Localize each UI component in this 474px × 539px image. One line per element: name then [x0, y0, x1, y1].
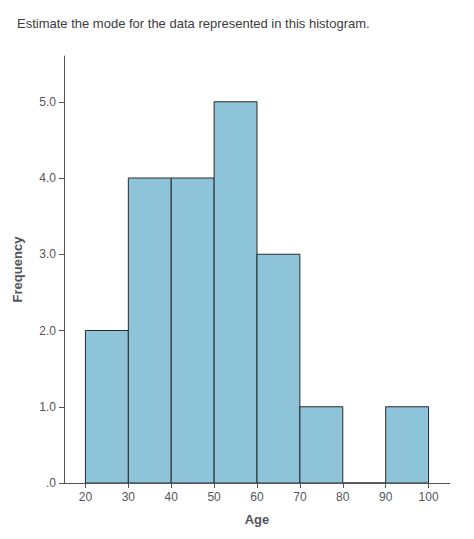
svg-text:30: 30 [122, 490, 136, 504]
svg-text:1.0: 1.0 [39, 400, 56, 414]
svg-text:Age: Age [245, 512, 270, 527]
svg-text:.0: .0 [46, 476, 56, 490]
svg-text:50: 50 [207, 490, 221, 504]
svg-text:60: 60 [250, 490, 264, 504]
svg-text:20: 20 [79, 490, 93, 504]
svg-text:4.0: 4.0 [39, 171, 56, 185]
svg-text:90: 90 [379, 490, 393, 504]
svg-text:80: 80 [336, 490, 350, 504]
svg-text:100: 100 [419, 490, 439, 504]
svg-text:5.0: 5.0 [39, 95, 56, 109]
svg-text:40: 40 [165, 490, 179, 504]
svg-text:Estimate the mode for the data: Estimate the mode for the data represent… [17, 16, 370, 31]
svg-text:70: 70 [293, 490, 307, 504]
svg-text:3.0: 3.0 [39, 247, 56, 261]
svg-text:Frequency: Frequency [10, 236, 25, 303]
svg-text:2.0: 2.0 [39, 324, 56, 338]
